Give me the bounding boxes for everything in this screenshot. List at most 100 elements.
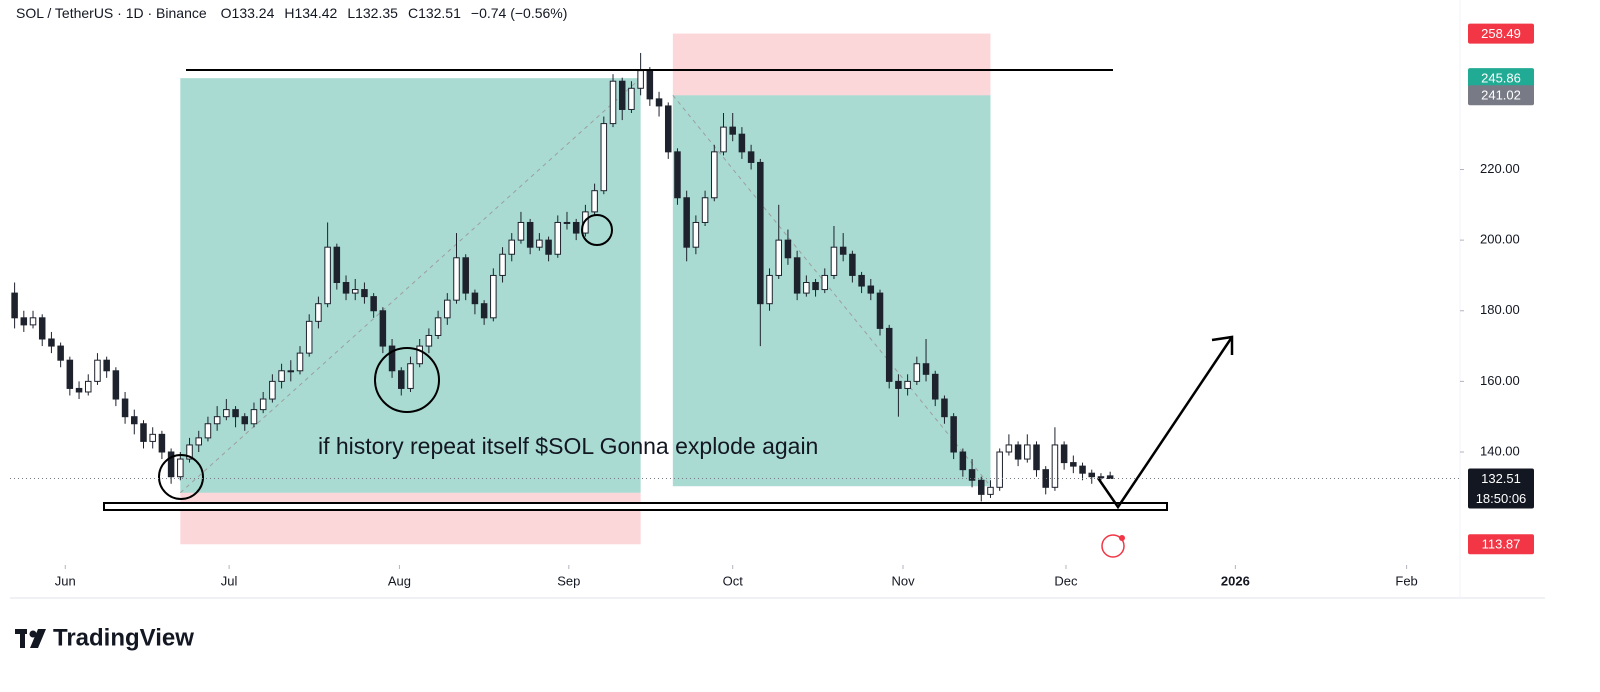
change: −0.74 (−0.56%)	[471, 5, 568, 21]
candle-body	[315, 303, 322, 322]
candle-body	[812, 282, 819, 291]
arrow	[1096, 336, 1234, 510]
price-badge-label: 245.86	[1481, 71, 1521, 86]
candle-body	[1024, 444, 1031, 460]
candle-body	[94, 359, 101, 382]
candle-body	[683, 197, 690, 248]
x-tick-label: Jul	[221, 573, 238, 588]
candle-body	[1033, 444, 1040, 471]
candle-body	[480, 303, 488, 319]
ohlc-value: 132.35	[355, 5, 398, 21]
candle-body	[803, 282, 810, 294]
ohlc-label: C	[408, 5, 418, 21]
price-badge	[1468, 534, 1534, 555]
candle-body	[296, 352, 304, 372]
candle-body	[149, 433, 156, 442]
candle-body	[1070, 462, 1077, 467]
candle-body	[600, 123, 608, 192]
candle-body	[821, 274, 829, 291]
logo	[15, 629, 46, 648]
candle-body	[57, 345, 64, 361]
candle-body	[84, 380, 92, 393]
axis-mask	[1462, 566, 1542, 597]
candle-body	[232, 409, 239, 418]
y-tick-label: 220.00	[1480, 161, 1520, 176]
candle-body	[646, 70, 654, 100]
candle-body	[416, 345, 423, 365]
candle-body	[131, 416, 138, 425]
candle-body	[490, 274, 497, 319]
candle-body	[1014, 444, 1022, 460]
candle-body	[269, 380, 276, 400]
circle	[581, 214, 613, 246]
price-badge	[1468, 85, 1534, 106]
candle-body	[453, 257, 460, 301]
candle-body	[259, 398, 267, 411]
ohlc-label: H	[284, 5, 294, 21]
countdown: 18:50:06	[1476, 491, 1527, 506]
candle-body	[250, 409, 258, 425]
candle-body	[204, 423, 212, 439]
x-tick-label: Oct	[723, 573, 744, 588]
stop-zone	[180, 492, 641, 545]
candle-body	[167, 451, 175, 478]
candle-body	[324, 246, 331, 305]
candle-body	[1042, 469, 1049, 488]
x-tick-label: 2026	[1221, 573, 1250, 588]
candle-body	[444, 299, 451, 319]
candle-body	[195, 437, 202, 446]
candle-body	[407, 363, 414, 389]
candle-body	[241, 416, 249, 425]
candle-body	[20, 317, 28, 326]
candle-body	[738, 133, 746, 153]
price-badge	[1468, 68, 1534, 89]
candle-body	[618, 80, 626, 110]
candle-body	[471, 292, 479, 305]
candle-body	[425, 334, 433, 347]
candle-body	[186, 444, 193, 460]
candle-body	[895, 380, 902, 389]
ohlc-label: O	[221, 5, 232, 21]
candle-body	[839, 246, 847, 255]
stop-zone	[672, 33, 991, 96]
candle-body	[38, 317, 46, 340]
y-tick-label: 180.00	[1480, 302, 1520, 317]
candle-body	[830, 246, 838, 276]
candle-body	[968, 469, 976, 481]
candle-body	[664, 105, 672, 153]
candle-body	[858, 274, 865, 287]
candle-body	[757, 161, 764, 305]
candle-body	[103, 359, 110, 372]
candle-body	[305, 320, 313, 354]
candle-body	[655, 98, 663, 107]
price-badge-label: 132.51	[1481, 471, 1521, 486]
candle-body	[223, 409, 230, 418]
candle-body	[278, 370, 285, 382]
candle-body	[121, 398, 129, 418]
alert-icon	[1101, 534, 1125, 558]
candle-body	[1051, 444, 1059, 488]
candle-body	[637, 70, 644, 89]
candle-body	[1097, 476, 1105, 479]
candle-body	[729, 126, 736, 135]
candle-body	[11, 292, 18, 319]
candle-body	[711, 151, 718, 199]
candle-body	[213, 416, 221, 425]
candle-body	[766, 274, 773, 305]
price-badge-label: 113.87	[1482, 537, 1521, 552]
candle-body	[720, 126, 727, 153]
candle-body	[287, 370, 295, 373]
y-tick-label: 140.00	[1480, 443, 1520, 458]
candle-body	[784, 239, 792, 259]
annotation: if history repeat itself $SOL Gonna expl…	[318, 433, 818, 459]
candle-body	[692, 221, 700, 248]
candle-body	[1005, 444, 1013, 453]
candle-body	[931, 373, 939, 400]
y-tick-label: 160.00	[1480, 373, 1520, 388]
price-badge-label: 241.02	[1481, 88, 1521, 103]
candle-body	[379, 310, 387, 347]
candle-body	[177, 458, 184, 478]
candle-body	[499, 253, 506, 276]
candle-body	[775, 239, 782, 276]
